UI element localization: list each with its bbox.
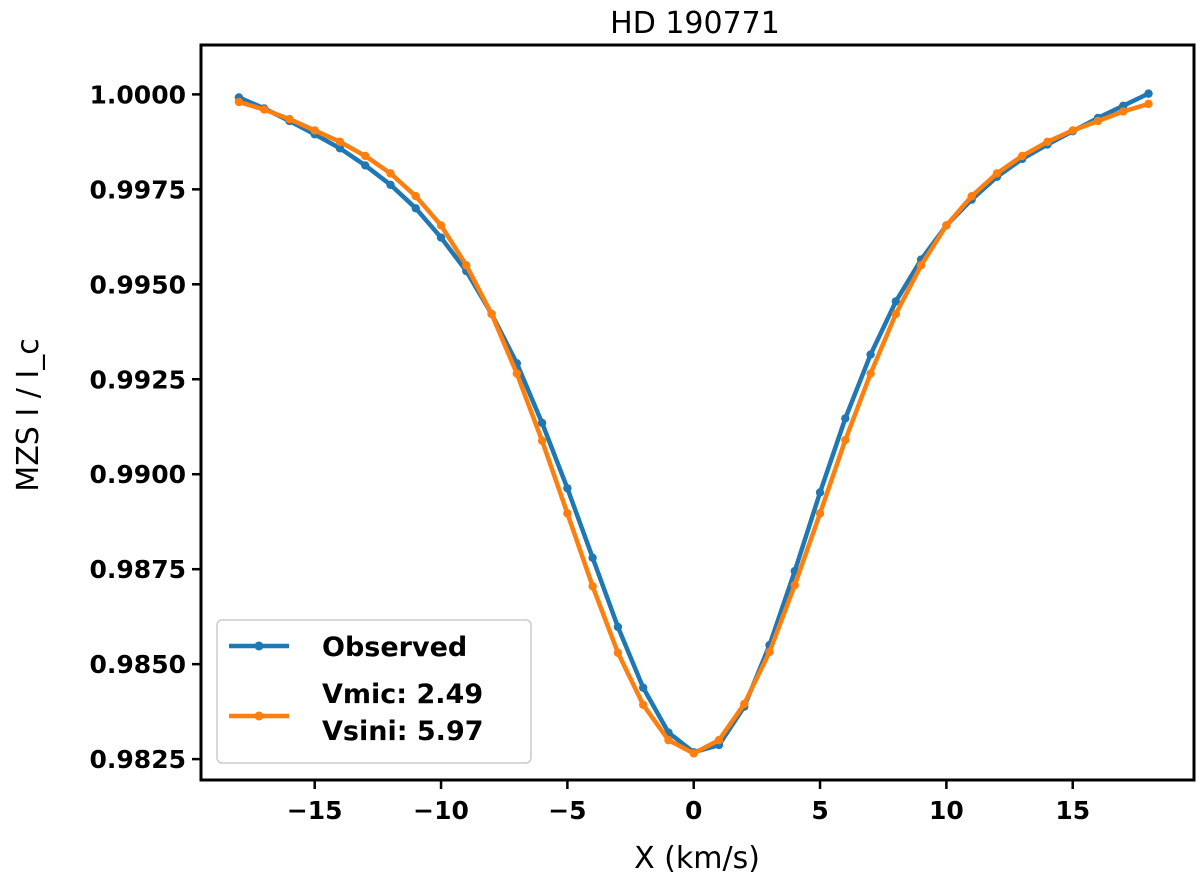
y-tick-label: 0.9850 bbox=[90, 650, 186, 679]
x-tick-label: 0 bbox=[685, 796, 702, 825]
data-point bbox=[588, 553, 597, 562]
y-tick-label: 0.9975 bbox=[90, 175, 186, 204]
data-point bbox=[386, 169, 395, 178]
data-point bbox=[588, 582, 597, 591]
data-point bbox=[790, 580, 799, 590]
data-point bbox=[638, 683, 648, 692]
data-point bbox=[512, 369, 522, 378]
data-point bbox=[714, 735, 724, 745]
data-point bbox=[866, 369, 875, 378]
data-point bbox=[285, 114, 294, 124]
y-tick-label: 0.9950 bbox=[90, 270, 186, 299]
data-point bbox=[436, 221, 446, 230]
x-tick-label: −15 bbox=[287, 796, 343, 825]
data-point bbox=[487, 309, 496, 319]
x-tick-label: 15 bbox=[1055, 796, 1090, 825]
data-point bbox=[234, 97, 244, 107]
data-point bbox=[689, 749, 698, 758]
data-point bbox=[1119, 107, 1128, 116]
legend-label-model-line1: Vmic: 2.49 bbox=[322, 679, 483, 710]
data-point bbox=[891, 309, 901, 319]
data-point bbox=[916, 261, 926, 270]
data-point bbox=[1144, 89, 1153, 98]
x-axis-label: X (km/s) bbox=[634, 841, 760, 876]
data-point bbox=[891, 297, 901, 306]
data-point bbox=[765, 647, 774, 657]
data-point bbox=[967, 191, 976, 201]
data-point bbox=[411, 191, 420, 201]
data-point bbox=[841, 414, 850, 423]
legend: Observed Vmic: 2.49 Vsini: 5.97 bbox=[216, 619, 532, 764]
y-axis-label: MZS I / I_c bbox=[11, 338, 46, 491]
data-point bbox=[866, 350, 875, 359]
data-point bbox=[1093, 116, 1103, 126]
data-point bbox=[613, 648, 623, 657]
x-tick-label: 10 bbox=[929, 796, 964, 825]
data-point bbox=[638, 700, 648, 709]
data-point bbox=[1017, 151, 1027, 161]
legend-marker-observed bbox=[254, 641, 264, 651]
data-point bbox=[815, 509, 825, 518]
data-point bbox=[335, 144, 345, 153]
data-point bbox=[613, 622, 623, 632]
data-point bbox=[563, 484, 572, 493]
legend-label-observed: Observed bbox=[322, 632, 467, 663]
data-point bbox=[310, 126, 319, 135]
data-point bbox=[335, 137, 345, 147]
data-point bbox=[841, 435, 850, 445]
chart-title: HD 190771 bbox=[610, 6, 780, 41]
y-tick-label: 0.9825 bbox=[90, 745, 186, 774]
data-point bbox=[537, 418, 547, 428]
legend-label-model-line2: Vsini: 5.97 bbox=[322, 716, 484, 747]
data-point bbox=[942, 221, 951, 230]
data-point bbox=[664, 735, 673, 745]
y-tick-label: 0.9900 bbox=[90, 460, 186, 489]
data-point bbox=[361, 151, 370, 161]
data-point bbox=[992, 169, 1002, 178]
data-point bbox=[462, 261, 471, 270]
data-point bbox=[411, 204, 420, 213]
x-tick-label: −5 bbox=[548, 796, 586, 825]
data-point bbox=[1144, 99, 1153, 109]
data-point bbox=[1043, 137, 1052, 147]
plot-frame bbox=[199, 43, 1196, 782]
x-tick-label: 5 bbox=[811, 796, 828, 825]
data-point bbox=[436, 233, 446, 242]
legend-box bbox=[216, 619, 532, 764]
y-tick-label: 0.9875 bbox=[90, 555, 186, 584]
data-point bbox=[815, 488, 825, 497]
y-tick-label: 1.0000 bbox=[90, 80, 186, 109]
y-tick-label: 0.9925 bbox=[90, 365, 186, 394]
legend-marker-model bbox=[254, 711, 264, 721]
data-point bbox=[361, 161, 370, 170]
data-point bbox=[563, 509, 572, 518]
x-tick-label: −10 bbox=[413, 796, 469, 825]
data-point bbox=[537, 436, 547, 445]
data-point bbox=[386, 180, 395, 189]
data-point bbox=[740, 699, 749, 709]
data-point bbox=[1068, 126, 1077, 135]
data-point bbox=[259, 105, 269, 114]
